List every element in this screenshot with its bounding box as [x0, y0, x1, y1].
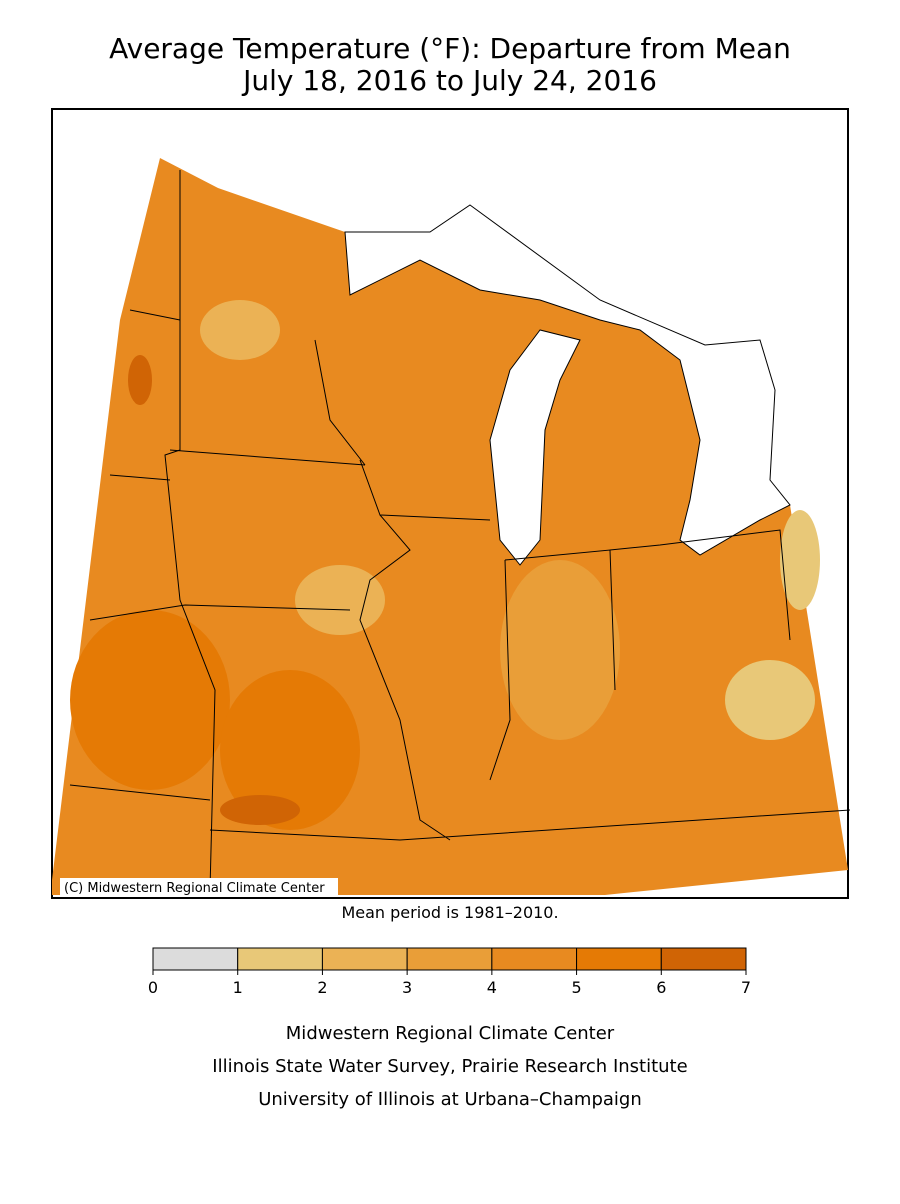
- region-shade: [220, 795, 300, 825]
- region-shade: [725, 660, 815, 740]
- region-shade: [128, 355, 152, 405]
- legend: 0 1 2 3 4 5 6 7: [148, 947, 751, 997]
- region-shade: [500, 560, 620, 740]
- region-shade: [295, 565, 385, 635]
- note: Mean period is 1981–2010.: [341, 903, 558, 922]
- map: (C) Midwestern Regional Climate Center: [51, 108, 851, 899]
- region-shade: [780, 510, 820, 610]
- footer: Illinois State Water Survey, Prairie Res…: [212, 1056, 687, 1077]
- borders: [69, 170, 851, 891]
- legend-swatch: [660, 947, 747, 971]
- legend-tick-label: 0: [148, 978, 158, 997]
- footer: Midwestern Regional Climate Center: [286, 1023, 615, 1044]
- legend-swatch: [491, 947, 578, 971]
- footer: University of Illinois at Urbana–Champai…: [258, 1089, 642, 1110]
- legend-tick-label: 3: [402, 978, 412, 997]
- legend-swatch: [237, 947, 323, 971]
- water: [344, 204, 791, 556]
- credit-box: [60, 878, 338, 896]
- legend-tick-label: 4: [487, 978, 497, 997]
- legend-tick-label: 5: [571, 978, 581, 997]
- region-shade: [200, 300, 280, 360]
- region-shade: [70, 610, 230, 790]
- legend-swatch: [406, 947, 493, 971]
- region-shade: [220, 670, 360, 830]
- lake: [489, 329, 581, 566]
- legend-swatch: [152, 947, 239, 971]
- legend-tick-label: 2: [317, 978, 327, 997]
- subtitle: July 18, 2016 to July 24, 2016: [241, 64, 657, 97]
- legend-swatch: [576, 947, 662, 971]
- credit: (C) Midwestern Regional Climate Center: [64, 881, 325, 896]
- legend-tick-label: 6: [656, 978, 666, 997]
- legend-tick-label: 1: [233, 978, 243, 997]
- title: Average Temperature (°F): Departure from…: [109, 32, 791, 65]
- legend-tick-label: 7: [741, 978, 751, 997]
- legend-swatch: [321, 947, 408, 971]
